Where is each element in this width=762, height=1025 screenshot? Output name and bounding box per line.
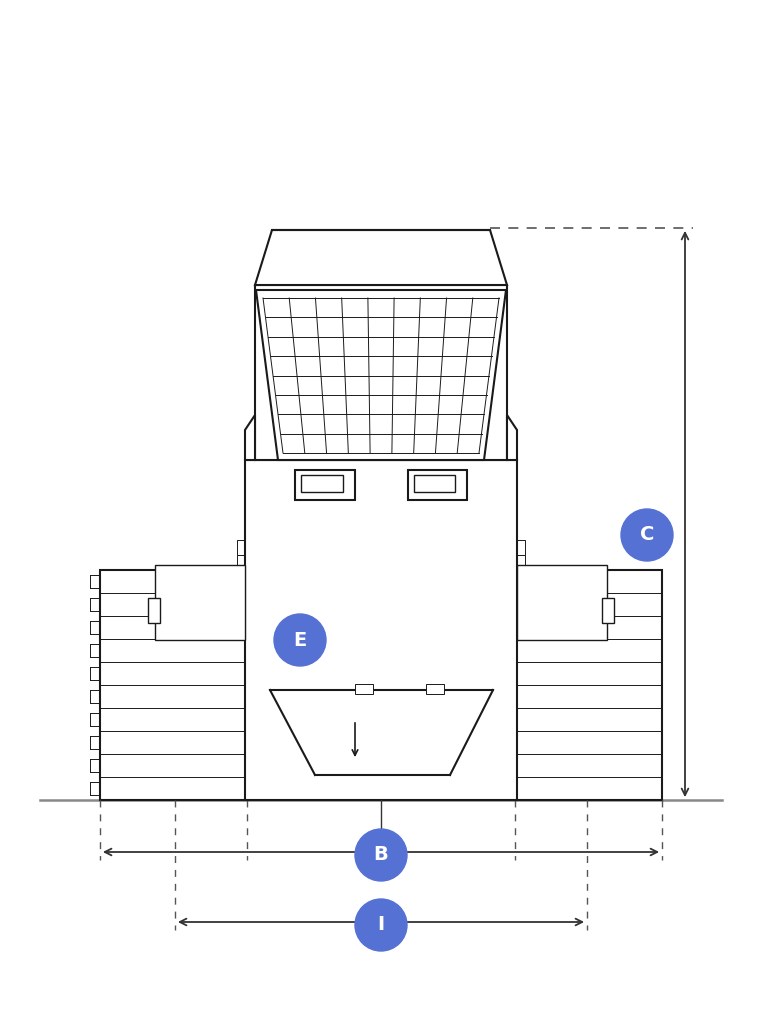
Polygon shape xyxy=(245,415,255,460)
Bar xyxy=(510,555,525,570)
Ellipse shape xyxy=(621,509,673,561)
Bar xyxy=(510,540,525,555)
Bar xyxy=(517,565,607,640)
Text: C: C xyxy=(640,526,655,544)
Bar xyxy=(355,684,373,694)
Bar xyxy=(414,475,456,492)
Bar xyxy=(602,598,614,623)
Bar xyxy=(408,470,467,500)
Bar xyxy=(255,285,507,460)
Bar xyxy=(237,555,247,570)
Text: B: B xyxy=(373,846,389,864)
Bar xyxy=(426,684,444,694)
Bar xyxy=(237,540,252,555)
Bar xyxy=(100,570,247,800)
Polygon shape xyxy=(507,415,517,460)
Polygon shape xyxy=(256,290,506,460)
Ellipse shape xyxy=(355,899,407,951)
Text: E: E xyxy=(293,630,306,650)
Bar xyxy=(515,570,662,800)
Bar xyxy=(148,598,160,623)
Bar xyxy=(155,565,245,640)
Bar xyxy=(245,460,517,800)
Bar xyxy=(301,475,343,492)
Bar xyxy=(295,470,355,500)
Ellipse shape xyxy=(355,829,407,882)
Polygon shape xyxy=(255,230,507,285)
Text: I: I xyxy=(377,915,385,935)
Ellipse shape xyxy=(274,614,326,666)
